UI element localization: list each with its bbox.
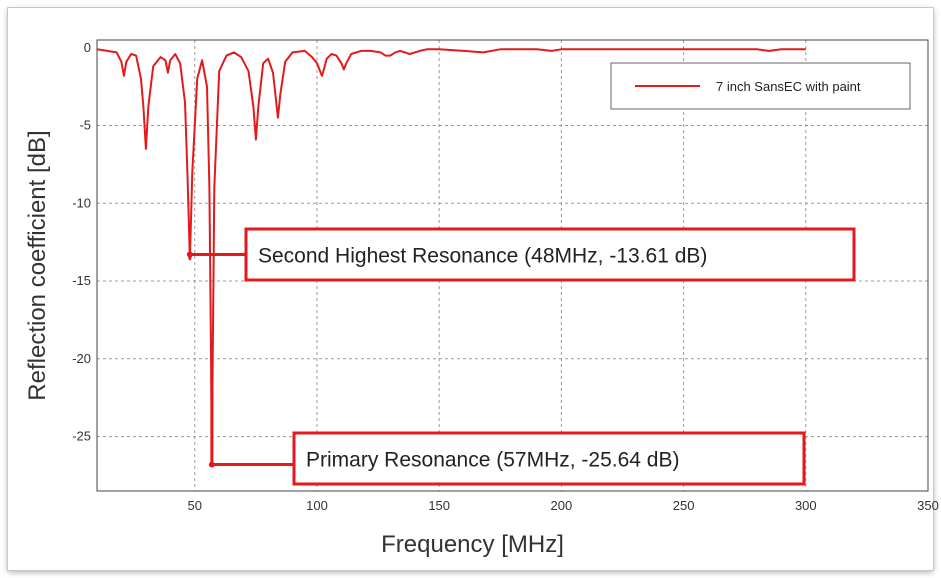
legend: 7 inch SansEC with paint <box>610 62 911 110</box>
y-tick-label: -25 <box>72 429 91 444</box>
y-tick-label: -20 <box>72 351 91 366</box>
callout-label: Primary Resonance (57MHz, -25.64 dB) <box>306 449 679 472</box>
x-tick-label: 250 <box>673 498 695 513</box>
legend-label: 7 inch SansEC with paint <box>716 79 861 94</box>
plot-area <box>96 39 929 492</box>
series-layer <box>97 48 806 448</box>
callout-box <box>292 431 806 486</box>
callout-marker <box>186 251 193 258</box>
y-tick-label: -10 <box>72 195 91 210</box>
callout-marker <box>208 461 215 468</box>
legend-box <box>610 62 911 110</box>
x-axis-title: Frequency [MHz] <box>381 531 564 558</box>
x-tick-label: 150 <box>428 498 450 513</box>
x-tick-label: 100 <box>306 498 328 513</box>
x-tick-label: 200 <box>551 498 573 513</box>
x-tick-label: 300 <box>795 498 817 513</box>
callout-box <box>244 227 856 282</box>
callout-label: Second Highest Resonance (48MHz, -13.61 … <box>258 245 707 268</box>
annotations: Second Highest Resonance (48MHz, -13.61 … <box>186 227 856 486</box>
x-tick-label: 50 <box>188 498 202 513</box>
y-tick-label: 0 <box>84 40 91 55</box>
axis-ticks: 50 100 150 200 250 300 350 0 -5 -10 -15 -20 -25 <box>72 40 939 513</box>
series-line <box>97 48 806 448</box>
y-axis-title: Reflection coefficient [dB] <box>24 130 51 400</box>
y-tick-label: -15 <box>72 273 91 288</box>
x-tick-label: 350 <box>917 498 939 513</box>
y-tick-label: -5 <box>79 118 91 133</box>
